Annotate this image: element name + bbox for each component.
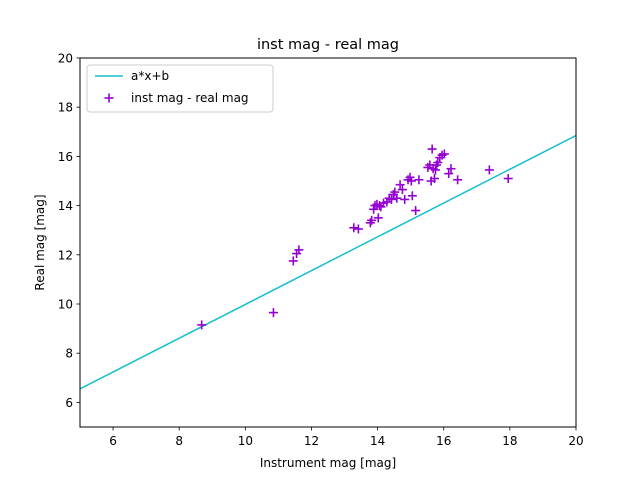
data-point: [390, 187, 400, 197]
data-point: [197, 320, 207, 330]
plot-area: [80, 58, 576, 427]
x-axis: 6 8 10 12 14 16 18 20: [109, 427, 584, 448]
legend: a*x+b inst mag - real mag: [86, 64, 274, 113]
fit-line: [80, 134, 576, 390]
data-point: [353, 224, 363, 234]
data-point: [373, 213, 383, 223]
data-point: [288, 256, 298, 266]
data-point: [430, 165, 440, 175]
data-point: [397, 185, 407, 195]
data-point: [439, 149, 449, 159]
x-tick-label: 20: [568, 434, 583, 448]
data-point: [386, 194, 396, 204]
x-tick-label: 16: [436, 434, 451, 448]
y-tick-label: 6: [65, 396, 73, 410]
legend-label-data: inst mag - real mag: [131, 91, 249, 105]
y-axis-label: Real mag [mag]: [33, 194, 47, 290]
data-point: [400, 194, 410, 204]
data-point: [427, 144, 437, 154]
chart-title: inst mag - real mag: [257, 37, 399, 53]
data-point: [268, 308, 278, 318]
data-point: [294, 245, 304, 255]
data-point: [392, 193, 402, 203]
x-tick-label: 14: [370, 434, 385, 448]
data-point: [503, 174, 513, 184]
series-layer: [80, 134, 576, 390]
legend-marker-swatch: [104, 93, 114, 103]
data-point: [453, 175, 463, 185]
data-point: [484, 165, 494, 175]
y-tick-label: 14: [58, 199, 73, 213]
plot-frame: [79, 57, 577, 428]
data-point: [433, 158, 443, 168]
data-point: [395, 180, 405, 190]
y-tick-label: 18: [58, 101, 73, 115]
data-point: [446, 164, 456, 174]
x-tick-label: 8: [175, 434, 183, 448]
y-axis: 6 8 10 12 14 16 18 20: [58, 52, 80, 410]
legend-box: [86, 64, 274, 113]
y-tick-label: 10: [58, 298, 73, 312]
legend-marker: [104, 93, 114, 103]
x-axis-label: Instrument mag [mag]: [260, 456, 396, 470]
legend-label-fit: a*x+b: [131, 69, 169, 83]
data-point: [429, 174, 439, 184]
x-tick-label: 10: [238, 434, 253, 448]
y-tick-label: 12: [58, 248, 73, 262]
x-tick-label: 18: [502, 434, 517, 448]
data-point: [414, 175, 424, 185]
data-point: [407, 191, 417, 201]
data-point: [444, 169, 454, 179]
x-tick-label: 12: [304, 434, 319, 448]
x-tick-label: 6: [109, 434, 117, 448]
data-point: [411, 206, 421, 216]
data-point: [406, 176, 416, 186]
data-point: [349, 223, 359, 233]
y-tick-label: 16: [58, 150, 73, 164]
y-tick-label: 20: [58, 52, 73, 66]
y-tick-label: 8: [65, 347, 73, 361]
data-point: [367, 215, 377, 225]
